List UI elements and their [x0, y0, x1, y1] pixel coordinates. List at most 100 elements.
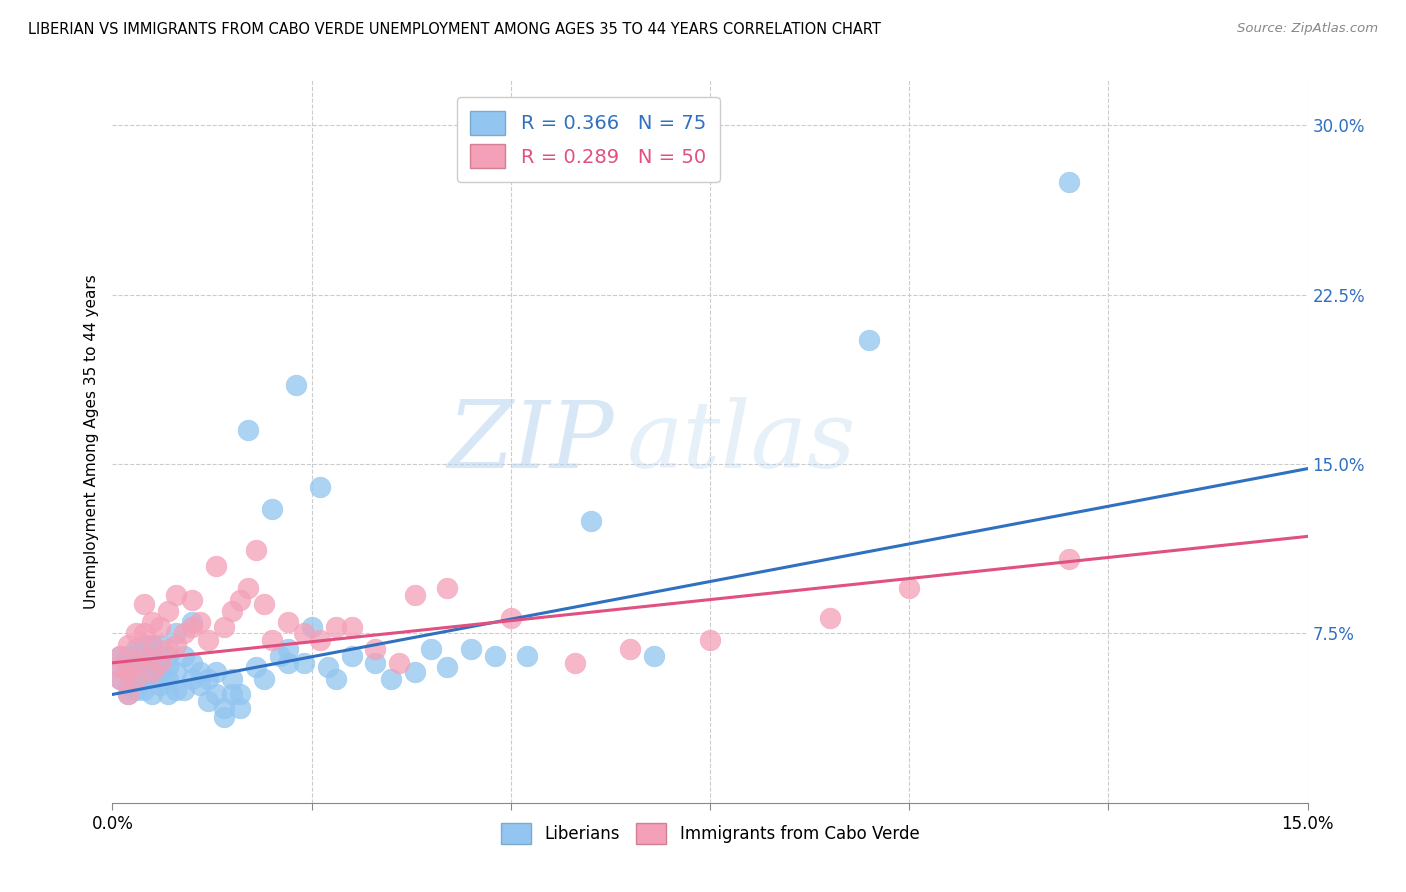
Point [205, 687, 228, 701]
Point [149, 656, 172, 670]
Point [484, 648, 506, 663]
Point [205, 558, 228, 573]
Point [325, 672, 347, 686]
Point [460, 642, 482, 657]
Point [141, 660, 163, 674]
Point [125, 656, 148, 670]
Point [125, 656, 148, 670]
Point [117, 665, 139, 679]
Point [197, 672, 219, 686]
Point [173, 626, 195, 640]
Point [125, 672, 148, 686]
Point [188, 665, 211, 679]
Point [236, 423, 259, 437]
Point [157, 687, 180, 701]
Point [212, 620, 235, 634]
Point [325, 620, 347, 634]
Point [117, 687, 139, 701]
Point [221, 672, 243, 686]
Point [181, 620, 204, 634]
Point [157, 604, 180, 618]
Point [619, 642, 641, 657]
Point [141, 638, 163, 652]
Point [141, 665, 163, 679]
Text: Source: ZipAtlas.com: Source: ZipAtlas.com [1237, 22, 1378, 36]
Point [165, 626, 187, 640]
Y-axis label: Unemployment Among Ages 35 to 44 years: Unemployment Among Ages 35 to 44 years [83, 274, 98, 609]
Point [308, 633, 330, 648]
Point [117, 638, 139, 652]
Point [157, 672, 180, 686]
Point [277, 656, 299, 670]
Point [205, 665, 228, 679]
Point [818, 610, 841, 624]
Point [260, 502, 283, 516]
Point [245, 542, 267, 557]
Point [181, 615, 204, 630]
Point [125, 626, 148, 640]
Point [253, 672, 276, 686]
Point [292, 626, 315, 640]
Point [260, 633, 283, 648]
Point [364, 642, 387, 657]
Point [149, 678, 172, 692]
Point [149, 665, 172, 679]
Point [141, 638, 163, 652]
Point [134, 638, 156, 652]
Point [245, 660, 267, 674]
Point [436, 660, 458, 674]
Point [134, 648, 156, 663]
Point [221, 687, 243, 701]
Point [117, 648, 139, 663]
Point [197, 633, 219, 648]
Point [277, 615, 299, 630]
Point [173, 648, 195, 663]
Point [141, 648, 163, 663]
Point [292, 656, 315, 670]
Point [141, 687, 163, 701]
Point [149, 638, 172, 652]
Point [269, 648, 291, 663]
Point [117, 687, 139, 701]
Point [134, 597, 156, 611]
Point [436, 582, 458, 596]
Point [364, 656, 387, 670]
Point [149, 620, 172, 634]
Point [141, 615, 163, 630]
Point [579, 514, 602, 528]
Point [157, 660, 180, 674]
Point [388, 656, 411, 670]
Point [157, 642, 180, 657]
Point [141, 672, 163, 686]
Point [404, 665, 426, 679]
Point [125, 682, 148, 697]
Point [516, 648, 538, 663]
Point [165, 588, 187, 602]
Point [197, 694, 219, 708]
Point [165, 682, 187, 697]
Point [1057, 175, 1080, 189]
Point [404, 588, 426, 602]
Point [188, 615, 211, 630]
Point [110, 648, 132, 663]
Legend: Liberians, Immigrants from Cabo Verde: Liberians, Immigrants from Cabo Verde [491, 814, 929, 854]
Point [277, 642, 299, 657]
Point [229, 592, 252, 607]
Point [898, 582, 921, 596]
Point [181, 672, 204, 686]
Point [134, 672, 156, 686]
Point [110, 672, 132, 686]
Point [858, 333, 880, 347]
Point [181, 592, 204, 607]
Point [284, 378, 307, 392]
Point [308, 480, 330, 494]
Point [110, 660, 132, 674]
Point [229, 687, 252, 701]
Point [229, 701, 252, 715]
Point [181, 656, 204, 670]
Point [149, 656, 172, 670]
Point [253, 597, 276, 611]
Text: ZIP: ZIP [447, 397, 614, 486]
Point [117, 660, 139, 674]
Point [134, 682, 156, 697]
